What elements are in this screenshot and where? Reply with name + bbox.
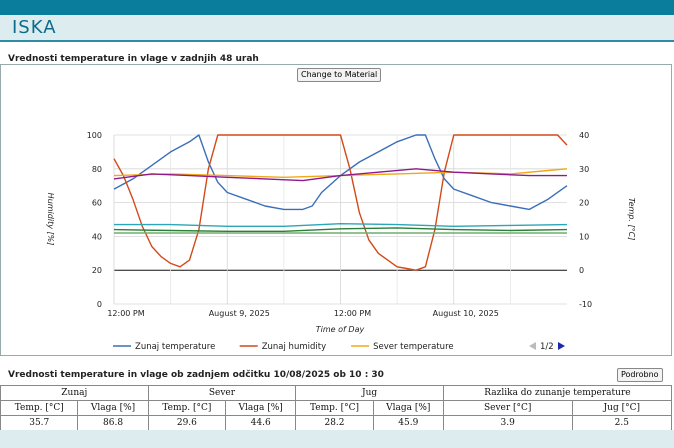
legend-next-icon[interactable] bbox=[558, 342, 565, 350]
series-line-zunaj-humidity bbox=[113, 134, 568, 271]
series-line-jug-humidity bbox=[113, 227, 568, 233]
x-tick-label: August 9, 2025 bbox=[209, 309, 270, 318]
y-axis-label-right: Temp. [°C] bbox=[627, 198, 636, 241]
change-to-material-button[interactable]: Change to Material bbox=[297, 68, 382, 82]
y-tick-label-right: 30 bbox=[579, 165, 589, 174]
chart-section-title: Vrednosti temperature in vlage v zadnjih… bbox=[8, 54, 259, 64]
y-tick-label-left: 80 bbox=[92, 165, 102, 174]
y-tick-label-right: 20 bbox=[579, 199, 589, 208]
series-line-zunaj-temperature bbox=[113, 134, 568, 211]
group-zunaj: Zunaj bbox=[0, 385, 149, 401]
series-line-sever-temperature bbox=[113, 168, 568, 179]
column-header: Vlaga [%] bbox=[225, 400, 297, 416]
column-header: Vlaga [%] bbox=[372, 400, 444, 416]
legend-page-indicator: 1/2 bbox=[540, 342, 554, 352]
table-cell: 3.9 bbox=[442, 415, 573, 431]
legend-prev-icon[interactable] bbox=[529, 342, 536, 350]
column-header: Sever [°C] bbox=[442, 400, 573, 416]
table-cell: 28.2 bbox=[295, 415, 374, 431]
y-tick-label-left: 60 bbox=[92, 199, 102, 208]
series-line-notranja-temperature bbox=[113, 168, 567, 182]
legend-label[interactable]: Zunaj humidity bbox=[262, 342, 326, 352]
table-cell: 35.7 bbox=[0, 415, 79, 431]
legend-label[interactable]: Zunaj temperature bbox=[135, 342, 215, 352]
chart-panel: Change to Material 0 -10 20 0 40 10 60 20 80 30 10… bbox=[0, 64, 672, 356]
y-tick-label-right: 40 bbox=[579, 131, 589, 140]
app-title: ISKA bbox=[12, 17, 57, 38]
y-tick-label-right: 0 bbox=[579, 266, 584, 275]
x-tick-label: 12:00 PM bbox=[334, 309, 371, 318]
line-chart: 0 -10 20 0 40 10 60 20 80 30 100 40 12:00 PM August 9… bbox=[46, 131, 636, 352]
x-tick-label: 12:00 PM bbox=[107, 309, 144, 318]
y-tick-label-right: 10 bbox=[579, 232, 589, 241]
readings-table: Zunaj Sever Jug Razlika do zunanje tempe… bbox=[0, 385, 673, 431]
footer-strip bbox=[0, 430, 674, 448]
table-section-title: Vrednosti temperature in vlage ob zadnje… bbox=[8, 370, 384, 380]
table-cell: 45.9 bbox=[372, 415, 444, 431]
x-tick-label: August 10, 2025 bbox=[433, 309, 499, 318]
column-header: Temp. [°C] bbox=[0, 400, 79, 416]
group-razlika: Razlika do zunanje temperature bbox=[442, 385, 673, 401]
y-tick-label-left: 0 bbox=[97, 300, 102, 309]
table-cell: 86.8 bbox=[77, 415, 149, 431]
top-bar bbox=[0, 0, 674, 15]
app-header: ISKA bbox=[0, 15, 674, 42]
group-jug: Jug bbox=[295, 385, 444, 401]
table-cell: 29.6 bbox=[147, 415, 227, 431]
y-tick-label-right: -10 bbox=[579, 300, 592, 309]
y-tick-label-left: 100 bbox=[87, 131, 102, 140]
column-header: Vlaga [%] bbox=[77, 400, 149, 416]
y-axis-label-left: Humidity [%] bbox=[46, 193, 55, 246]
table-cell: 2.5 bbox=[571, 415, 673, 431]
podrobno-button[interactable]: Podrobno bbox=[617, 368, 663, 382]
x-axis-label: Time of Day bbox=[316, 325, 365, 334]
y-tick-label-left: 20 bbox=[92, 266, 102, 275]
column-header: Temp. [°C] bbox=[295, 400, 374, 416]
group-sever: Sever bbox=[147, 385, 297, 401]
series-line-sever-humidity bbox=[114, 222, 568, 228]
table-cell: 44.6 bbox=[225, 415, 297, 431]
column-header: Jug [°C] bbox=[571, 400, 673, 416]
y-tick-label-left: 40 bbox=[92, 232, 102, 241]
legend-label[interactable]: Sever temperature bbox=[373, 342, 454, 352]
column-header: Temp. [°C] bbox=[147, 400, 227, 416]
